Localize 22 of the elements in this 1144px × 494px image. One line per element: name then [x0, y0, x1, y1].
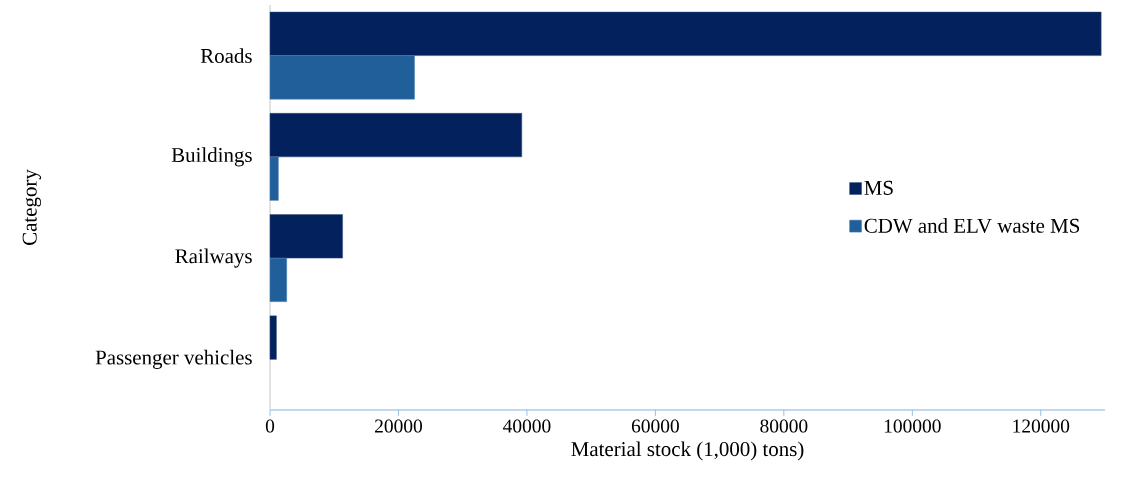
- legend-label: CDW and ELV waste MS: [864, 218, 1080, 233]
- x-tick-label: 20000: [375, 419, 423, 433]
- x-tick-label: 120000: [1013, 419, 1070, 433]
- bar: [269, 113, 523, 158]
- x-tick-label: 60000: [631, 419, 679, 433]
- x-tick-label: 80000: [760, 419, 808, 433]
- x-tick-label: 100000: [884, 419, 941, 433]
- x-tick-label: 40000: [503, 419, 551, 433]
- y-axis-title: Category: [22, 169, 42, 245]
- bar: [269, 156, 279, 201]
- y-tick-label: Railways: [175, 248, 252, 268]
- bar: [269, 55, 415, 100]
- bar: [269, 257, 287, 302]
- y-tick-label: Passenger vehicles: [95, 349, 252, 369]
- x-tick-label: 0: [265, 419, 275, 433]
- bar: [269, 214, 343, 259]
- x-axis-title: Material stock (1,000) tons): [571, 441, 804, 461]
- legend-label: MS: [864, 180, 893, 195]
- y-tick-label: Roads: [200, 48, 252, 63]
- bar: [269, 315, 277, 360]
- bar: [269, 11, 1102, 56]
- y-tick-label: Buildings: [171, 147, 252, 167]
